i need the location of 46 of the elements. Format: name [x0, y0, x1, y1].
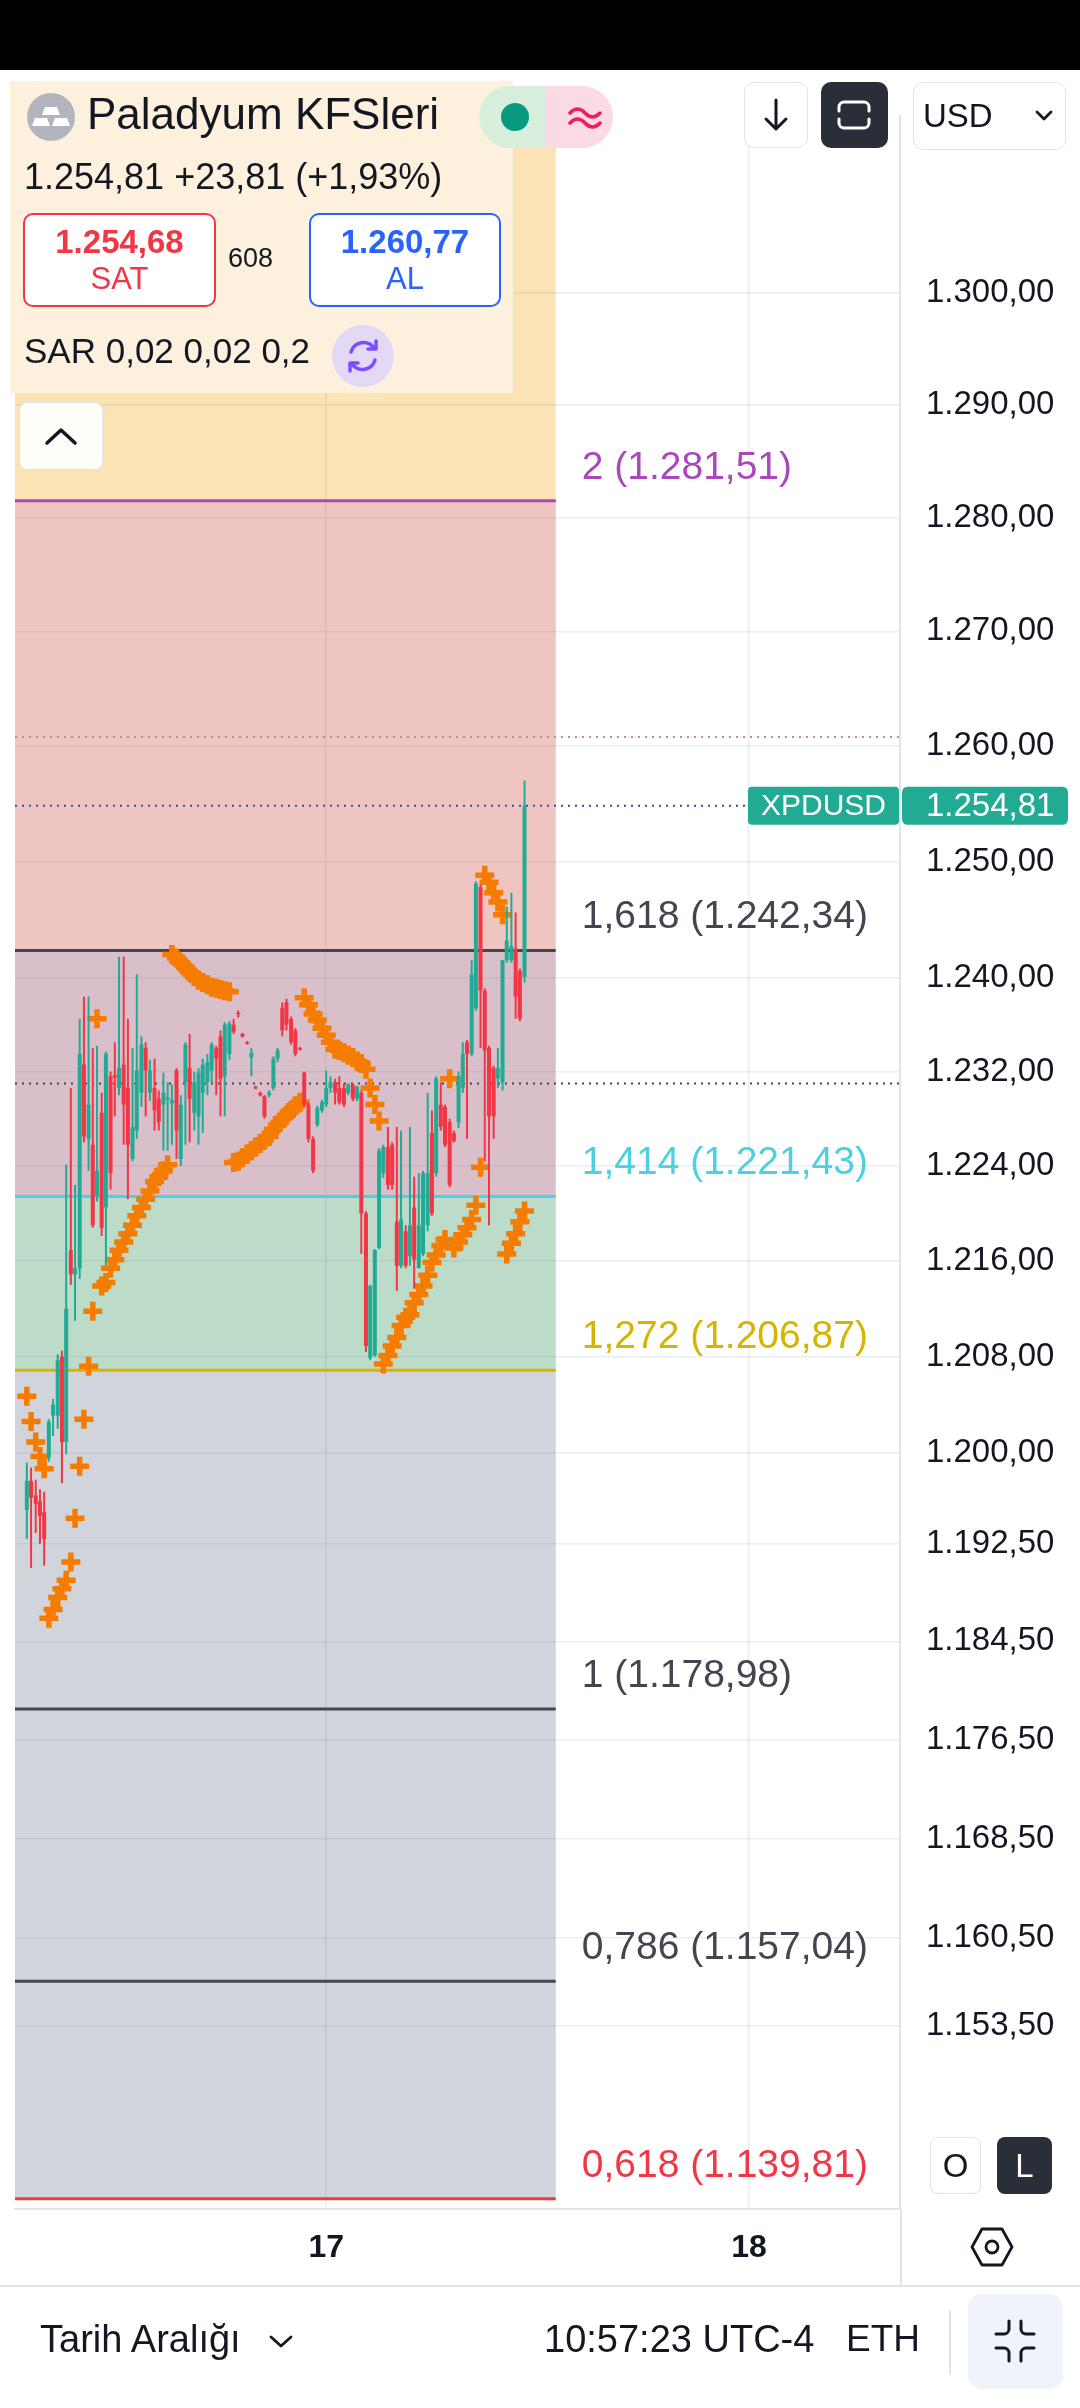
ref-line-label: 2 (1.281,51): [581, 443, 793, 487]
text: 1.254,81: [926, 785, 1055, 823]
y-tick-label: 1.192,50: [926, 1522, 1055, 1560]
text: ETH: [846, 2318, 920, 2361]
annotation: 1.254,68: [55, 223, 184, 262]
y-tick-label: 1.232,00: [926, 1050, 1055, 1088]
text: 1.254,81 +23,81 (+1,93%): [24, 156, 443, 198]
y-tick-label: 1.260,00: [926, 725, 1055, 763]
y-tick-label: 1.280,00: [926, 496, 1055, 534]
x-tick-label: 18: [731, 2228, 767, 2265]
ref-line-label: 1,414 (1.221,43): [581, 1139, 868, 1183]
text: 10:57:23 UTC-4: [544, 2318, 815, 2362]
sell-button: 1.254,68 SAT: [23, 213, 216, 307]
annotation: AL: [386, 261, 424, 297]
y-tick-label: 1.224,00: [926, 1145, 1055, 1183]
y-tick-label: 1.153,50: [926, 2004, 1055, 2042]
ref-line-label: 0,786 (1.157,04): [581, 1924, 868, 1968]
ref-line-label: 0,618 (1.139,81): [581, 2141, 868, 2185]
ref-line-label: 1 (1.178,98): [581, 1652, 793, 1696]
y-tick-label: 1.200,00: [926, 1432, 1055, 1470]
ref-line-label: 1,272 (1.206,87): [581, 1313, 868, 1357]
annotation: 608: [228, 243, 274, 275]
y-tick-label: 1.300,00: [926, 272, 1055, 310]
ref-line-label: 1,618 (1.242,34): [581, 893, 868, 937]
text: Tarih Aralığı: [40, 2318, 241, 2362]
chart-title: Paladyum KFSleri: [87, 89, 440, 140]
y-tick-label: 1.216,00: [926, 1240, 1055, 1278]
toggle-button: O: [930, 2137, 981, 2194]
y-tick-label: 1.160,50: [926, 1917, 1055, 1955]
ref-line-label: XPDUSD: [760, 788, 886, 822]
y-tick-label: 1.240,00: [926, 956, 1055, 994]
y-tick-label: 1.184,50: [926, 1620, 1055, 1658]
y-tick-label: 1.208,00: [926, 1335, 1055, 1373]
annotation: SAR 0,02 0,02 0,2: [24, 331, 311, 372]
candlestick: [73, 1184, 78, 1321]
x-tick-label: 17: [308, 2228, 345, 2265]
y-tick-label: 1.290,00: [926, 384, 1055, 422]
y-tick-label: 1.176,50: [926, 1718, 1055, 1756]
toggle-button: L: [997, 2137, 1052, 2194]
currency-dropdown: USD: [913, 82, 1066, 150]
annotation: 1.260,77: [340, 223, 470, 262]
buy-button: 1.260,77 AL: [309, 213, 501, 307]
y-tick-label: 1.270,00: [926, 610, 1055, 648]
annotation: SAT: [90, 261, 149, 297]
y-tick-label: 1.168,50: [926, 1817, 1055, 1855]
y-tick-label: 1.250,00: [926, 840, 1055, 878]
